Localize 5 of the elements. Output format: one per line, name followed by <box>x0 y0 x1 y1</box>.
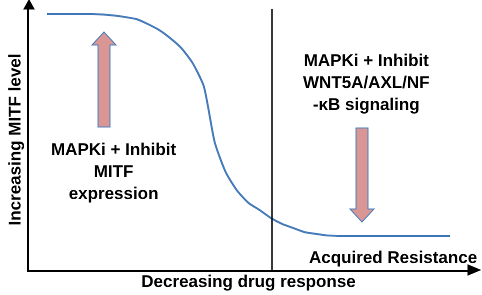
x-axis-title: Decreasing drug response <box>141 272 356 292</box>
y-axis-title: Increasing MITF level <box>5 54 24 226</box>
annotation: MAPKi + Inhibit MITF expression <box>51 140 176 204</box>
annotation: MAPKi + Inhibit WNT5A/AXL/NF -κB signaling <box>303 51 430 114</box>
annotation: Acquired Resistance <box>309 248 478 267</box>
